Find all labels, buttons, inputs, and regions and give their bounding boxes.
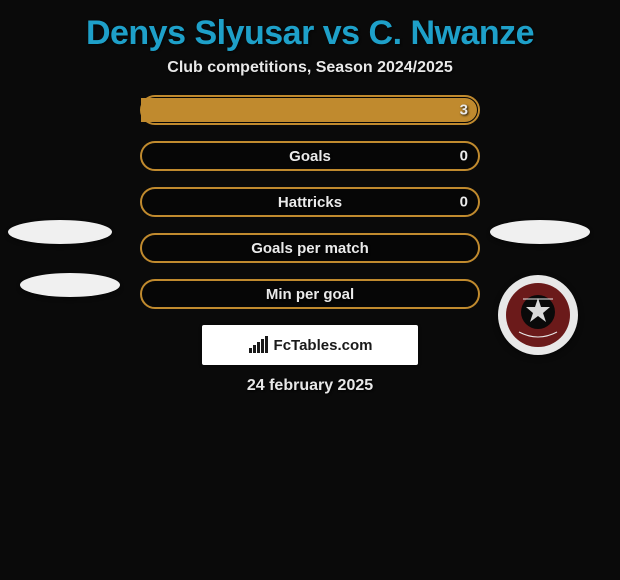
page-subtitle: Club competitions, Season 2024/2025 <box>0 59 620 77</box>
stat-label: Goals <box>289 148 331 165</box>
placeholder-ellipse-left-2 <box>20 273 120 297</box>
page-title: Denys Slyusar vs C. Nwanze <box>0 0 620 59</box>
stat-label: Goals per match <box>251 240 369 257</box>
bars-icon <box>248 336 270 354</box>
date-text: 24 february 2025 <box>0 377 620 395</box>
club-badge-right <box>498 275 578 355</box>
stat-right-value: 0 <box>460 148 468 165</box>
stat-fill-right <box>141 98 477 122</box>
placeholder-ellipse-right-1 <box>490 220 590 244</box>
stat-right-value: 3 <box>460 102 468 119</box>
stats-area: Matches 3 Goals 0 Hattricks 0 Goals per … <box>0 95 620 309</box>
stat-row-hattricks: Hattricks 0 <box>140 187 480 217</box>
stat-label: Min per goal <box>266 286 354 303</box>
stat-row-min-per-goal: Min per goal <box>140 279 480 309</box>
stat-row-goals-per-match: Goals per match <box>140 233 480 263</box>
branding-box: FcTables.com <box>202 325 418 365</box>
stat-row-matches: Matches 3 <box>140 95 480 125</box>
placeholder-ellipse-left-1 <box>8 220 112 244</box>
stat-right-value: 0 <box>460 194 468 211</box>
stat-row-goals: Goals 0 <box>140 141 480 171</box>
stat-label: Hattricks <box>278 194 342 211</box>
branding-text: FcTables.com <box>274 337 373 354</box>
club-crest-icon <box>505 282 571 348</box>
